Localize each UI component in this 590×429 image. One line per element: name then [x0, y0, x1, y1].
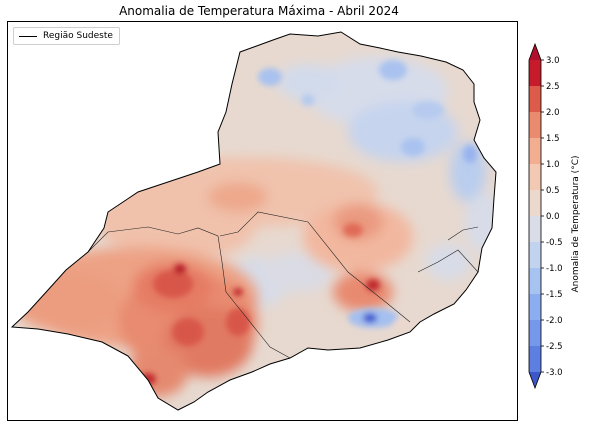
colorbar-tick-label: 2.0 [546, 108, 560, 118]
colorbar-segment [529, 164, 541, 190]
colorbar-tick-label: 0.5 [546, 186, 560, 196]
map-legend: Região Sudeste [13, 27, 120, 45]
colorbar-segment [529, 86, 541, 112]
colorbar-tick-label: -1.0 [546, 264, 563, 274]
anomaly-map [10, 31, 497, 411]
colorbar-segment [529, 112, 541, 138]
colorbar: 3.0 2.5 2.0 1.5 1.0 0.5 0.0 -0.5 -1.0 -1.5 -2.0 -2.… [528, 42, 563, 390]
colorbar-segment [529, 320, 541, 346]
colorbar-segment [529, 346, 541, 372]
colorbar-segment [529, 294, 541, 320]
colorbar-segment [529, 60, 541, 86]
legend-label: Região Sudeste [43, 31, 113, 41]
region-outline [10, 31, 497, 411]
map-title: Anomalia de Temperatura Máxima - Abril 2… [119, 4, 399, 18]
colorbar-segment [529, 216, 541, 242]
colorbar-segment [529, 268, 541, 294]
colorbar-tick-label: -3.0 [546, 368, 563, 378]
colorbar-extend-top [529, 44, 541, 60]
colorbar-extend-bottom [529, 372, 541, 388]
colorbar-segment [529, 242, 541, 268]
colorbar-tick-label: -2.5 [546, 342, 563, 352]
anomaly-field [12, 32, 496, 410]
colorbar-tick-label: 1.5 [546, 134, 560, 144]
colorbar-label: Anomalia de Temperatura (°C) [571, 155, 581, 293]
map-panel: Região Sudeste [7, 21, 518, 421]
colorbar-segment [529, 138, 541, 164]
colorbar-tick-label: -2.0 [546, 316, 563, 326]
colorbar-tick-label: -1.5 [546, 290, 563, 300]
colorbar-tick-label: -0.5 [546, 238, 563, 248]
colorbar-tick-label: 0.0 [546, 212, 560, 222]
state-borders [87, 211, 479, 359]
colorbar-tick-label: 2.5 [546, 82, 560, 92]
legend-line-swatch [19, 35, 37, 37]
colorbar-tick-label: 1.0 [546, 160, 560, 170]
colorbar-segment [529, 190, 541, 216]
colorbar-tick-label: 3.0 [546, 56, 560, 66]
